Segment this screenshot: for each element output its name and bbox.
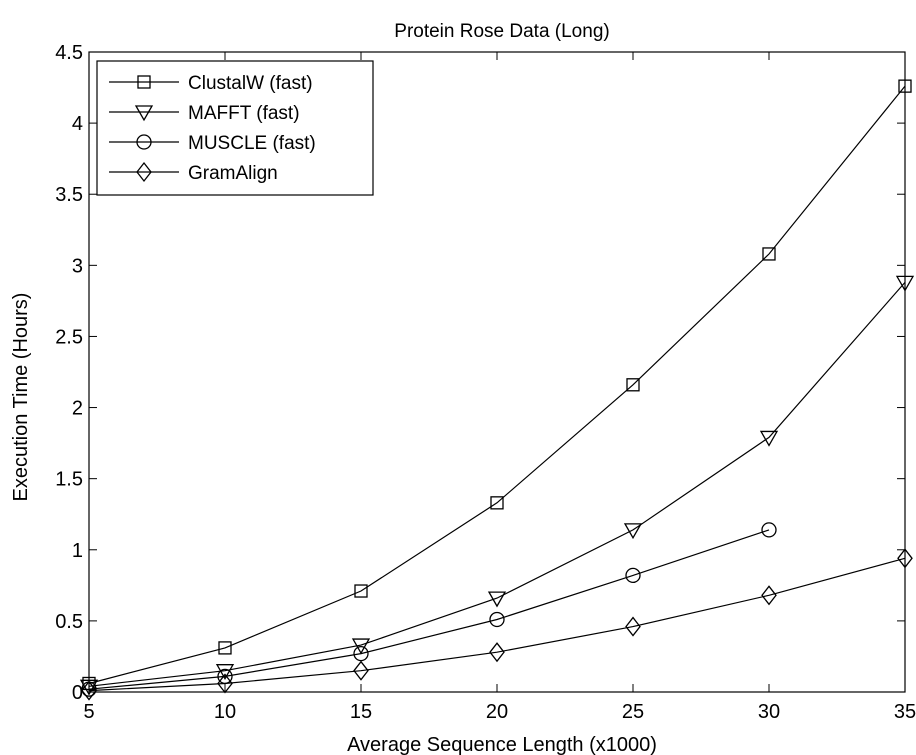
y-tick-label: 3.5: [55, 184, 83, 206]
legend-label: ClustalW (fast): [188, 73, 313, 94]
data-point: [625, 616, 641, 637]
x-tick-label: 35: [894, 701, 916, 723]
x-tick-label: 30: [758, 701, 780, 723]
x-tick-label: 10: [214, 701, 236, 723]
data-point: [218, 641, 232, 655]
legend: ClustalW (fast) MAFFT (fast) MUSCLE (fast)…: [96, 60, 374, 196]
legend-label: MUSCLE (fast): [188, 133, 316, 154]
data-point: [489, 611, 505, 628]
x-tick-label: 5: [83, 701, 94, 723]
series-line-2: [88, 282, 906, 687]
data-point: [81, 680, 97, 701]
data-point: [759, 430, 779, 447]
data-point: [215, 664, 235, 680]
x-tick-label: 15: [350, 701, 372, 723]
legend-label: MAFFT (fast): [188, 103, 300, 124]
series-line-4: [88, 557, 906, 692]
y-tick-label: 1.5: [55, 469, 83, 491]
data-point: [351, 638, 371, 655]
data-point: [897, 548, 913, 569]
data-point: [490, 496, 504, 510]
data-point: [626, 378, 640, 392]
legend-marker: [136, 134, 152, 150]
y-tick-label: 1: [72, 540, 83, 562]
data-point: [217, 673, 233, 694]
series-line-3: [88, 529, 770, 690]
data-point: [353, 660, 369, 681]
y-tick-label: 0.5: [55, 611, 83, 633]
data-point: [354, 584, 368, 598]
x-axis-label: Average Sequence Length (x1000): [347, 734, 657, 755]
y-tick-label: 4: [72, 113, 83, 135]
data-point: [487, 591, 507, 608]
chart-title: Protein Rose Data (Long): [394, 21, 609, 42]
data-point: [623, 523, 643, 540]
data-point: [898, 79, 912, 93]
series-line-1: [88, 85, 906, 685]
y-tick-label: 3: [72, 255, 83, 277]
legend-box: [96, 60, 374, 196]
data-point: [762, 247, 776, 261]
y-tick-label: 0: [72, 682, 83, 704]
data-point: [489, 642, 505, 663]
y-tick-label: 2: [72, 398, 83, 420]
legend-marker: [134, 105, 154, 122]
y-tick-label: 4.5: [55, 42, 83, 64]
data-point: [625, 567, 641, 584]
data-point: [895, 275, 915, 292]
y-tick-label: 2.5: [55, 326, 83, 348]
x-tick-label: 20: [486, 701, 508, 723]
data-point: [761, 585, 777, 606]
data-point: [761, 522, 777, 538]
legend-marker: [137, 75, 151, 89]
legend-marker: [136, 161, 152, 183]
legend-label: GramAlign: [188, 163, 278, 184]
data-point: [353, 645, 369, 662]
y-axis-label: Execution Time (Hours): [10, 293, 32, 502]
x-tick-label: 25: [622, 701, 644, 723]
